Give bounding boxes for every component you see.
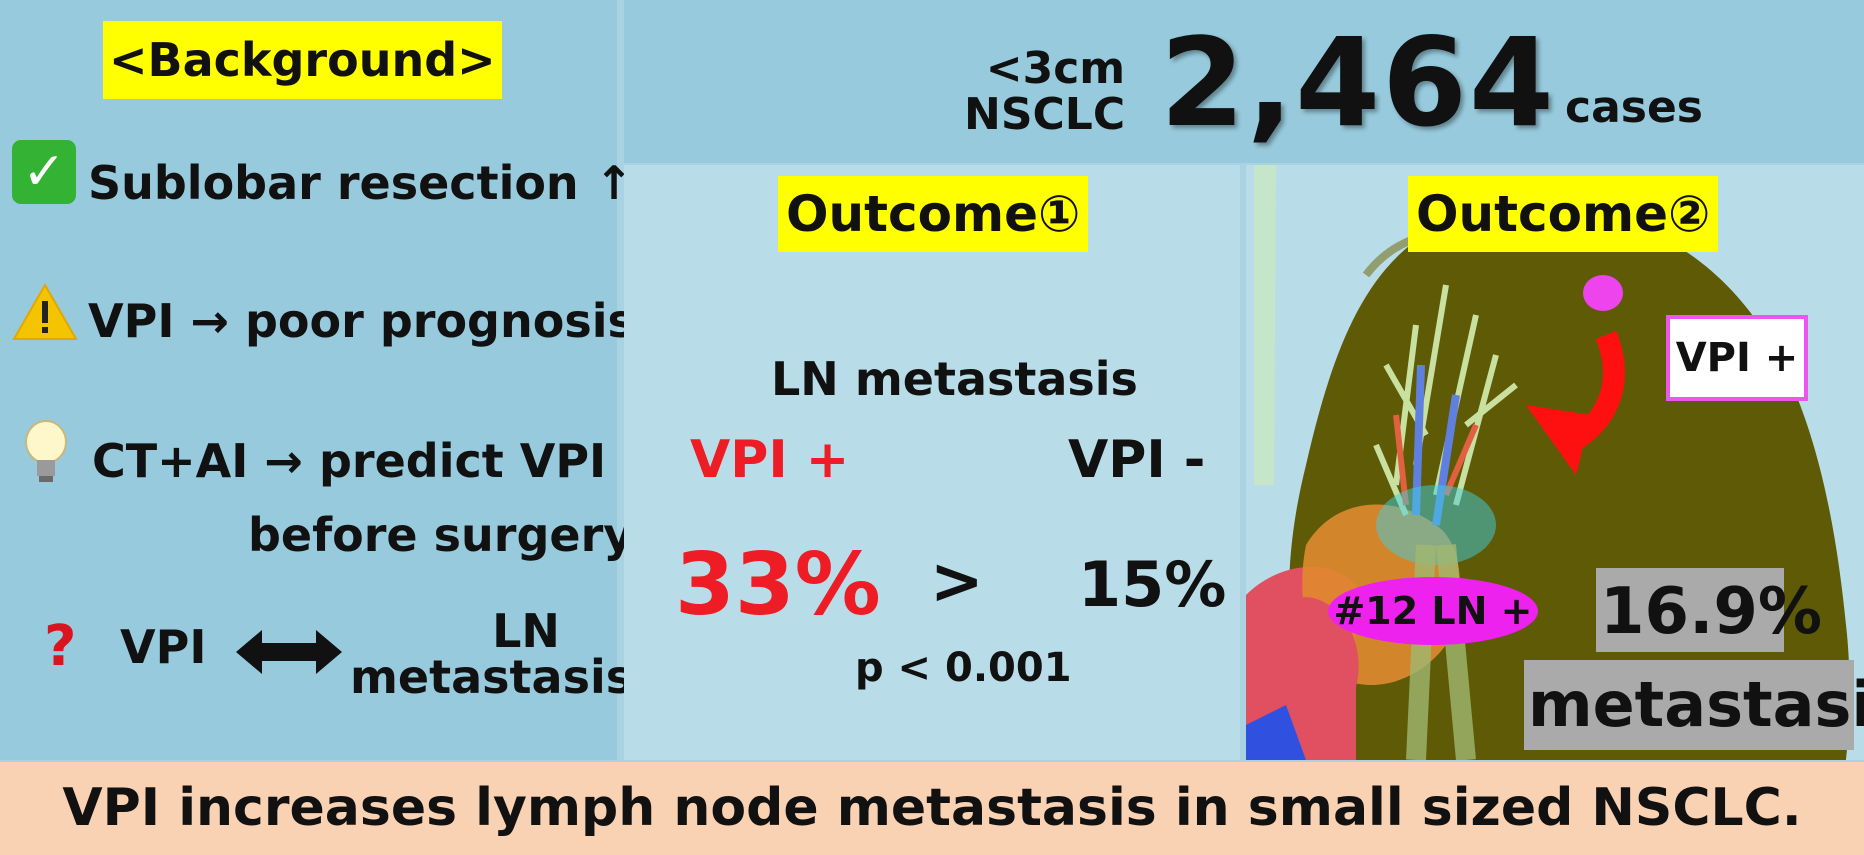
background-title: <Background> — [103, 21, 502, 99]
background-item-vpi: VPI — [120, 620, 207, 674]
header-unit: cases — [1565, 82, 1703, 133]
outcome1-comparator: > — [930, 545, 984, 619]
check-icon: ✓ — [12, 140, 76, 204]
outcome1-vpi-negative: VPI - — [1068, 430, 1206, 490]
outcome2-vpi-label: VPI + — [1666, 315, 1808, 401]
background-item-ct-ai-line1: CT+AI → predict VPI — [92, 434, 607, 488]
double-arrow-icon — [236, 630, 342, 674]
outcome2-rate: 16.9% — [1600, 575, 1823, 649]
question-icon: ? — [44, 614, 77, 679]
header-type-label: NSCLC — [964, 89, 1126, 140]
header-banner — [624, 0, 1864, 163]
outcome1-vpi-negative-rate: 15% — [1078, 548, 1227, 621]
outcome2-rate-background — [1596, 568, 1784, 652]
background-item-ct-ai-line2: before surgery — [248, 508, 634, 562]
outcome2-metastasis-label: metastasis — [1528, 668, 1864, 741]
background-panel — [0, 0, 617, 760]
background-item-vpi-prognosis: VPI → poor prognosis — [88, 294, 635, 348]
lightbulb-icon — [25, 420, 67, 482]
header-case-count: 2,464 — [1160, 12, 1556, 154]
outcome1-vpi-positive-rate: 33% — [675, 535, 881, 635]
warning-icon — [12, 283, 78, 340]
outcome2-metastasis-background — [1524, 660, 1854, 750]
outcome1-vpi-positive: VPI + — [690, 430, 850, 490]
outcome2-node-label: #12 LN + — [1328, 577, 1538, 645]
header-size-label: <3cm — [985, 43, 1126, 94]
outcome1-title: Outcome① — [778, 176, 1089, 252]
outcome1-p-value: p < 0.001 — [855, 645, 1072, 691]
background-item-ln: LN — [492, 604, 560, 658]
outcome1-ln-label: LN metastasis — [771, 352, 1138, 406]
background-item-metastasis: metastasis — [350, 650, 634, 704]
header-criteria: <3cm NSCLC — [964, 46, 1125, 138]
outcome2-title: Outcome② — [1408, 176, 1719, 252]
conclusion-banner: VPI increases lymph node metastasis in s… — [0, 762, 1864, 855]
outcome1-panel — [624, 165, 1240, 760]
background-item-sublobar: Sublobar resection ↑ — [88, 156, 634, 210]
